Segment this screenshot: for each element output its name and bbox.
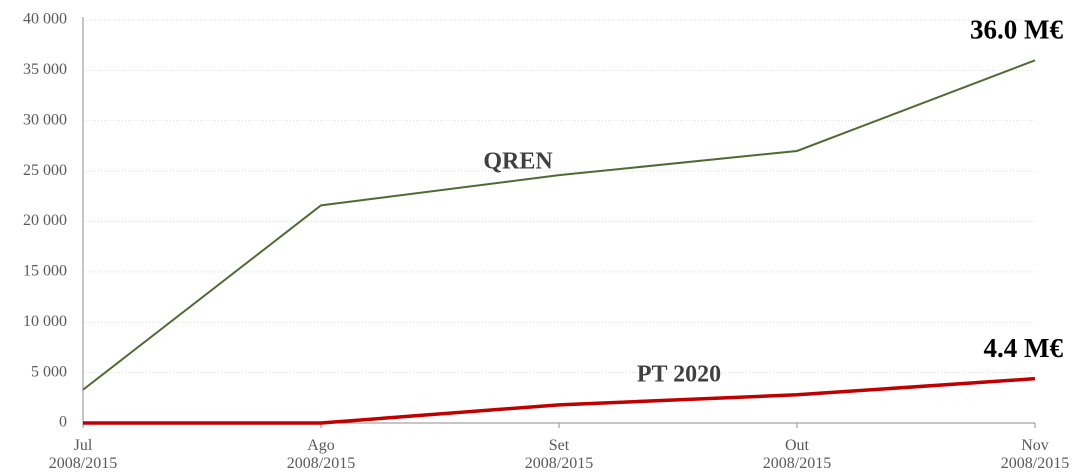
series-label: PT 2020: [637, 362, 721, 388]
y-tick-label: 30 000: [23, 111, 67, 128]
y-tick-label: 35 000: [23, 61, 67, 78]
y-tick-label: 25 000: [23, 162, 67, 179]
series-line: [83, 376, 1036, 425]
x-tick-label: Out 2008/2015: [762, 437, 832, 472]
x-tick-label: Set 2008/2015: [524, 437, 594, 472]
y-tick-label: 5 000: [31, 363, 67, 380]
series-label: QREN: [483, 149, 553, 175]
x-tick-label: Jul 2008/2015: [48, 437, 118, 472]
y-tick-label: 0: [59, 414, 67, 431]
x-tick-label: Nov 2008/2015: [1000, 437, 1070, 472]
value-label: 4.4 M€: [984, 333, 1064, 363]
y-tick-label: 10 000: [23, 313, 67, 330]
y-tick-label: 20 000: [23, 212, 67, 229]
value-label: 36.0 M€: [970, 15, 1063, 45]
x-tick-label: Ago 2008/2015: [286, 437, 356, 472]
y-tick-label: 15 000: [23, 263, 67, 280]
y-tick-label: 40 000: [23, 11, 67, 28]
series-line: [82, 59, 1036, 391]
